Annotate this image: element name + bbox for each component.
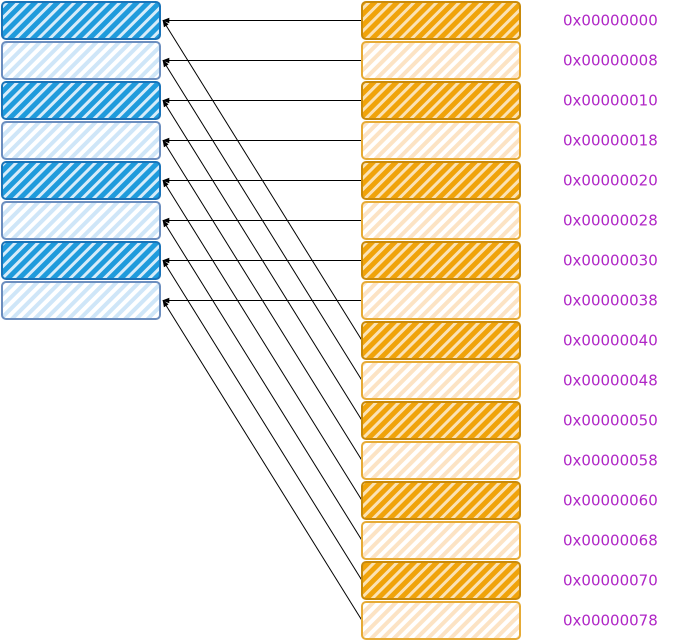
cache-line-5: [1, 201, 161, 240]
memory-block-15: [361, 601, 521, 640]
address-label-10: 0x00000050: [563, 412, 658, 430]
memory-block-4: [361, 161, 521, 200]
memory-block-8: [361, 321, 521, 360]
mapping-arrow-11: [162, 139, 363, 461]
address-label-4: 0x00000020: [563, 172, 658, 190]
address-label-14: 0x00000070: [563, 572, 658, 590]
cache-line-4: [1, 161, 161, 200]
memory-block-0: [361, 1, 521, 40]
cache-line-6: [1, 241, 161, 280]
mapping-arrow-12: [162, 179, 363, 501]
memory-block-9: [361, 361, 521, 400]
memory-block-7: [361, 281, 521, 320]
address-label-0: 0x00000000: [563, 12, 658, 30]
cache-line-2: [1, 81, 161, 120]
cache-line-0: [1, 1, 161, 40]
address-label-15: 0x00000078: [563, 612, 658, 630]
cache-lines: [1, 1, 161, 320]
address-label-8: 0x00000040: [563, 332, 658, 350]
memory-block-13: [361, 521, 521, 560]
mapping-arrow-13: [162, 219, 363, 541]
address-label-9: 0x00000048: [563, 372, 658, 390]
memory-block-14: [361, 561, 521, 600]
memory-block-11: [361, 441, 521, 480]
cache-line-1: [1, 41, 161, 80]
mapping-arrow-14: [162, 259, 363, 581]
cache-line-3: [1, 121, 161, 160]
mapping-arrow-8: [162, 19, 363, 341]
mapping-arrow-9: [162, 59, 363, 381]
mapping-arrow-10: [162, 99, 363, 421]
memory-blocks: [361, 1, 521, 640]
mapping-arrow-15: [162, 299, 363, 621]
memory-block-12: [361, 481, 521, 520]
memory-block-5: [361, 201, 521, 240]
memory-block-1: [361, 41, 521, 80]
mapping-arrows: [162, 17, 363, 621]
address-label-7: 0x00000038: [563, 292, 658, 310]
address-label-3: 0x00000018: [563, 132, 658, 150]
address-label-5: 0x00000028: [563, 212, 658, 230]
address-label-13: 0x00000068: [563, 532, 658, 550]
address-label-1: 0x00000008: [563, 52, 658, 70]
address-label-2: 0x00000010: [563, 92, 658, 110]
address-label-6: 0x00000030: [563, 252, 658, 270]
address-label-11: 0x00000058: [563, 452, 658, 470]
memory-block-3: [361, 121, 521, 160]
memory-block-10: [361, 401, 521, 440]
memory-block-2: [361, 81, 521, 120]
address-label-12: 0x00000060: [563, 492, 658, 510]
memory-block-6: [361, 241, 521, 280]
address-labels: 0x00000000 0x00000008 0x00000010 0x00000018…: [563, 12, 658, 630]
cache-line-7: [1, 281, 161, 320]
